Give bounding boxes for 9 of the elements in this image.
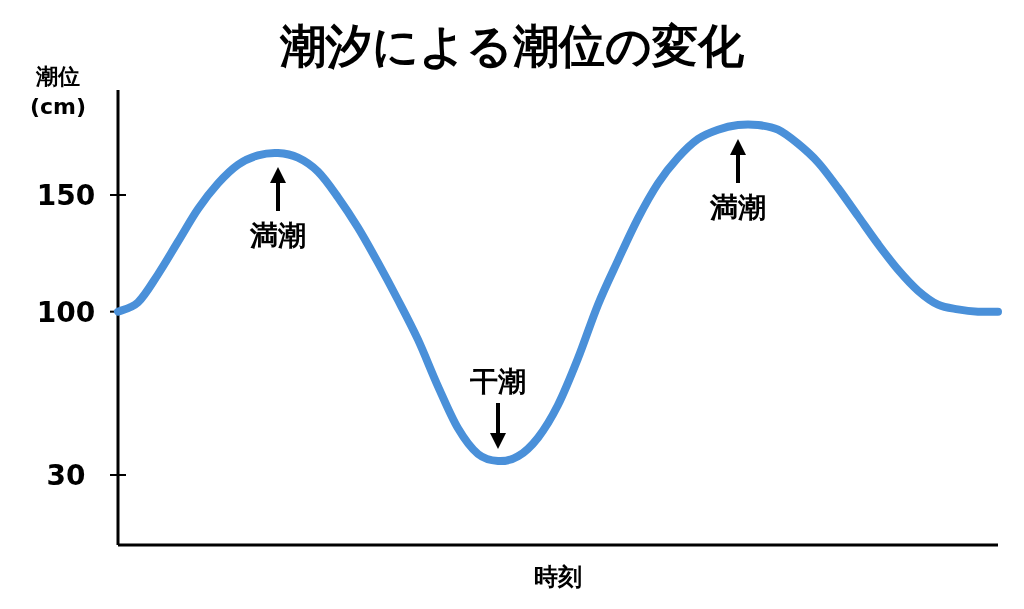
y-tick-label: 150 xyxy=(36,179,96,212)
annotation: 満潮 xyxy=(709,191,766,224)
chart-title: 潮汐による潮位の変化 xyxy=(279,19,745,73)
y-tick-label: 100 xyxy=(36,295,96,329)
x-axis-title: 時刻 xyxy=(534,563,582,591)
annotation: 満潮 xyxy=(249,219,306,252)
y-tick-label: 30 xyxy=(46,459,86,492)
annotation: 干潮 xyxy=(469,365,526,398)
y-axis-title: 潮位 (cm) xyxy=(29,64,87,119)
